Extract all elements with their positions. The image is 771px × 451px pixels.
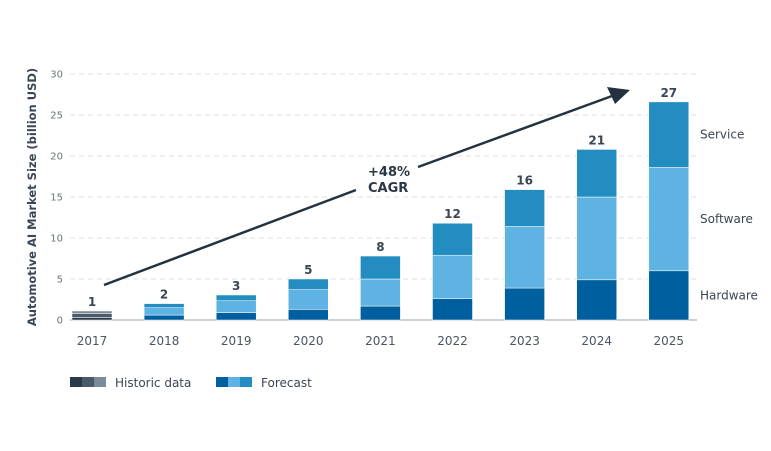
bar-service-2017 (71, 310, 113, 314)
bar-hardware-2019 (215, 312, 257, 321)
y-tick-label: 0 (57, 316, 63, 327)
total-label: 2 (160, 288, 168, 302)
bar-service-2022 (432, 222, 473, 256)
total-label: 5 (304, 263, 312, 277)
bar-hardware-2018 (143, 314, 185, 321)
total-label: 27 (660, 86, 677, 100)
x-tick-label: 2021 (365, 334, 396, 348)
bar-software-2019 (215, 300, 257, 313)
series-label-software: Software (700, 212, 753, 226)
cagr-arrow-line (103, 188, 357, 287)
legend-swatch (94, 377, 106, 387)
bar-software-2023 (504, 226, 545, 289)
cagr-arrow-line (417, 94, 613, 169)
total-label: 1 (88, 295, 96, 309)
cagr-annotation: +48% (368, 165, 410, 180)
x-tick-label: 2022 (437, 334, 468, 348)
legend-swatch (70, 377, 82, 387)
bar-service-2021 (360, 255, 401, 280)
bar-hardware-2024 (576, 279, 617, 321)
y-tick-label: 15 (50, 193, 63, 204)
legend-swatch (228, 377, 240, 387)
legend-label: Historic data (115, 376, 191, 390)
y-tick-label: 20 (50, 152, 63, 163)
total-label: 3 (232, 279, 240, 293)
legend-swatch (240, 377, 252, 387)
legend-swatch (82, 377, 94, 387)
bar-service-2023 (504, 189, 545, 227)
series-label-hardware: Hardware (700, 288, 758, 302)
bar-software-2022 (432, 254, 473, 299)
bar-service-2024 (576, 149, 617, 198)
legend-label: Forecast (261, 376, 312, 390)
y-tick-label: 10 (50, 234, 63, 245)
y-tick-label: 25 (50, 111, 63, 122)
bar-hardware-2025 (648, 270, 690, 321)
cagr-annotation: CAGR (368, 181, 408, 196)
x-tick-label: 2020 (293, 334, 324, 348)
legend-swatch (216, 377, 228, 387)
bar-hardware-2020 (288, 309, 329, 321)
y-axis-label: Automotive AI Market Size (billion USD) (25, 68, 39, 326)
bar-service-2019 (215, 294, 257, 301)
bar-software-2024 (576, 196, 617, 281)
bar-hardware-2021 (360, 305, 401, 321)
x-tick-label: 2018 (149, 334, 180, 348)
bar-hardware-2017 (71, 317, 113, 321)
series-label-service: Service (700, 128, 744, 142)
x-tick-label: 2024 (581, 334, 612, 348)
bar-service-2025 (648, 101, 690, 168)
total-label: 8 (376, 240, 384, 254)
bar-service-2018 (143, 303, 185, 308)
total-label: 12 (444, 207, 461, 221)
bar-hardware-2023 (504, 287, 545, 321)
bar-software-2017 (71, 313, 113, 318)
x-tick-label: 2025 (654, 334, 685, 348)
bar-software-2020 (288, 289, 329, 310)
y-tick-label: 5 (57, 275, 63, 286)
total-label: 16 (516, 174, 533, 188)
x-tick-label: 2023 (509, 334, 540, 348)
bar-software-2025 (648, 167, 690, 272)
bar-software-2018 (143, 307, 185, 316)
arrow-head-icon (607, 87, 630, 104)
x-tick-label: 2017 (77, 334, 108, 348)
x-tick-label: 2019 (221, 334, 252, 348)
total-label: 21 (588, 133, 605, 147)
bar-software-2021 (360, 278, 401, 307)
bar-hardware-2022 (432, 298, 473, 321)
bar-service-2020 (288, 278, 329, 290)
y-tick-label: 30 (50, 70, 63, 81)
